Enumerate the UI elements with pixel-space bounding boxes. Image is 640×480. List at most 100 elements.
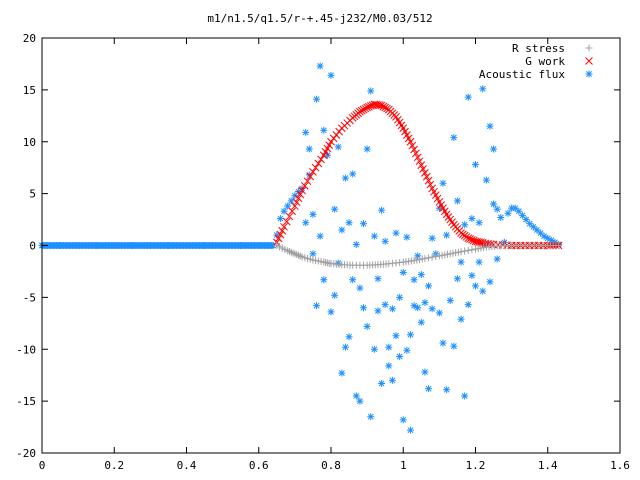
data-point — [341, 174, 349, 182]
data-point — [421, 169, 429, 177]
data-point-interp — [282, 217, 291, 226]
data-point — [316, 232, 324, 240]
data-point — [493, 205, 501, 213]
data-point — [388, 305, 396, 313]
data-point-interp — [274, 234, 283, 243]
data-point — [316, 62, 324, 70]
data-point-interp — [415, 157, 424, 166]
data-point — [305, 145, 313, 153]
data-point — [352, 392, 360, 400]
data-point — [280, 207, 288, 215]
data-point-interp — [468, 246, 476, 254]
data-point-interp — [306, 172, 315, 181]
data-point — [443, 386, 451, 394]
data-point — [396, 353, 404, 361]
x-tick-label: 0.6 — [249, 459, 269, 472]
axis-ticks: 0 0.2 0.4 0.6 0.8 1 1.2 1.4 1.6 20 15 10 5 0 -5 -10 -15 -… — [16, 32, 630, 472]
data-point — [461, 221, 469, 229]
data-point-interp — [448, 218, 456, 227]
data-point — [338, 369, 346, 377]
x-tick-label: 1.4 — [538, 459, 558, 472]
data-point-interp — [444, 250, 452, 258]
data-point — [331, 291, 339, 299]
data-point-interp — [294, 194, 303, 203]
data-point — [490, 200, 498, 208]
data-point — [435, 309, 443, 317]
data-point-interp — [461, 247, 469, 255]
data-point-interp — [408, 141, 417, 150]
data-point-interp — [354, 109, 362, 118]
series-acoustic-flux — [38, 62, 563, 434]
data-point-interp — [288, 207, 297, 216]
data-point — [417, 271, 425, 279]
data-point — [475, 219, 483, 227]
data-point — [385, 362, 393, 370]
data-point — [399, 416, 407, 424]
data-point-interp — [294, 251, 302, 259]
data-point-interp — [281, 245, 289, 253]
data-point — [381, 301, 389, 309]
data-point-interp — [303, 177, 312, 186]
data-point — [392, 229, 400, 237]
data-point-interp — [390, 111, 399, 119]
data-point-interp — [464, 246, 472, 254]
data-point-interp — [422, 172, 431, 181]
data-point-interp — [418, 255, 426, 263]
data-point — [360, 304, 368, 312]
data-point — [356, 284, 364, 292]
x-tick-label: 1.6 — [610, 459, 630, 472]
data-point-interp — [359, 105, 368, 114]
legend-marker — [585, 44, 593, 52]
data-point — [410, 276, 418, 284]
data-point — [370, 232, 378, 240]
data-point — [490, 145, 498, 153]
data-point-interp — [454, 248, 462, 256]
legend-label: G work — [525, 55, 565, 68]
data-point — [504, 209, 512, 217]
data-point — [345, 219, 353, 227]
data-point — [331, 205, 339, 213]
data-point — [313, 302, 321, 310]
data-point — [327, 71, 335, 79]
data-point-interp — [552, 242, 560, 249]
data-point-interp — [325, 141, 334, 149]
data-point — [515, 207, 523, 215]
y-tick-label: 20 — [23, 32, 36, 45]
data-point-interp — [374, 101, 382, 109]
data-point — [428, 234, 436, 242]
data-point — [374, 307, 382, 315]
data-point-interp — [428, 253, 436, 261]
data-point — [453, 197, 461, 205]
data-point — [475, 258, 483, 266]
data-point — [309, 167, 317, 176]
data-point-interp — [410, 145, 418, 154]
data-point — [464, 301, 472, 309]
data-point-interp — [293, 251, 301, 259]
data-point-interp — [300, 181, 309, 190]
data-point — [464, 93, 472, 101]
data-point — [482, 176, 490, 184]
x-tick-label: 0 — [39, 459, 46, 472]
data-point — [302, 219, 310, 227]
data-point — [392, 332, 400, 340]
data-point — [406, 426, 414, 434]
data-point — [439, 179, 447, 187]
data-point-interp — [412, 149, 420, 158]
legend-marker — [585, 70, 593, 78]
x-tick-label: 1.2 — [466, 459, 486, 472]
data-point-interp — [440, 207, 449, 216]
data-point — [450, 342, 458, 350]
data-point — [472, 161, 479, 169]
data-point — [497, 213, 505, 221]
data-point — [327, 308, 335, 316]
data-point — [345, 333, 353, 341]
data-point — [378, 206, 386, 214]
data-point-interp — [276, 230, 285, 239]
data-point-interp — [424, 176, 433, 185]
data-point-interp — [383, 104, 391, 113]
data-point-interp — [296, 252, 304, 260]
data-point — [309, 210, 317, 218]
data-point — [414, 304, 422, 312]
data-point — [320, 276, 328, 284]
